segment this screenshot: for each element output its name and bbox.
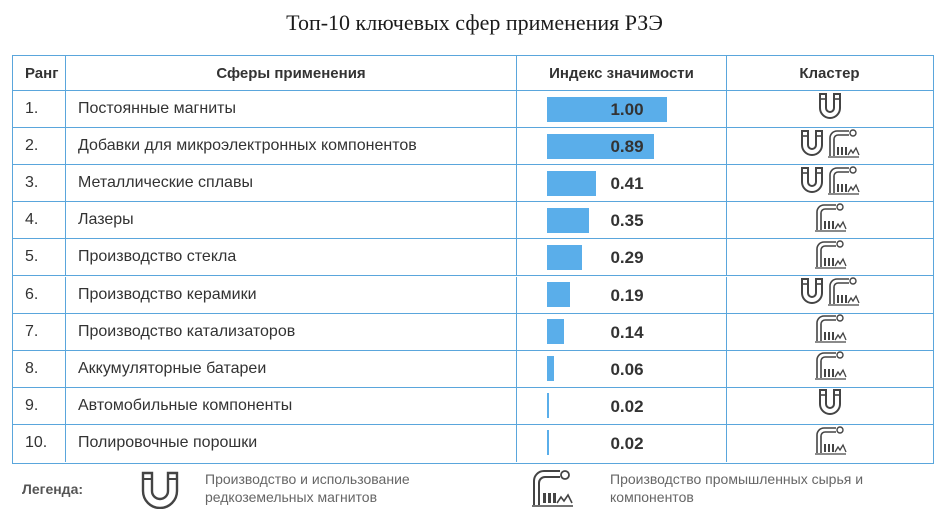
sphere-cell: Производство катализаторов <box>66 313 517 350</box>
rank-cell: 7. <box>13 313 66 350</box>
sphere-cell: Полировочные порошки <box>66 424 517 462</box>
magnet-icon <box>799 166 825 201</box>
index-value-label: 0.89 <box>610 137 644 157</box>
magnet-icon <box>817 92 843 127</box>
rank-cell: 6. <box>13 276 66 313</box>
chart-title: Топ-10 ключевых сфер применения РЗЭ <box>286 10 663 35</box>
table-row: 2. Добавки для микроэлектронных компонент… <box>13 128 933 166</box>
header-rank: Ранг <box>13 56 66 90</box>
legend-label: Легенда: <box>22 481 84 497</box>
header-sphere: Сферы применения <box>66 56 517 90</box>
legend-magnet-text: Производство и использование редкоземель… <box>205 471 410 505</box>
table-row: 9. Автомобильные компоненты 0.02 <box>13 387 933 425</box>
sphere-cell: Постоянные магниты <box>66 91 517 128</box>
factory-icon <box>813 240 847 275</box>
table-row: 6. Производство керамики 0.19 <box>13 276 933 314</box>
table-row: 4. Лазеры 0.35 <box>13 202 933 240</box>
rank-cell: 3. <box>13 165 66 202</box>
rank-cell: 4. <box>13 202 66 239</box>
index-bar <box>547 207 589 233</box>
rank-cell: 9. <box>13 387 66 424</box>
cluster-cell <box>727 128 932 164</box>
cluster-cell <box>727 165 932 201</box>
sphere-cell: Производство стекла <box>66 239 517 276</box>
rank-cell: 8. <box>13 350 66 387</box>
factory-icon <box>826 166 860 201</box>
index-value-label: 0.35 <box>610 211 644 231</box>
table-row: 5. Производство стекла 0.29 <box>13 239 933 277</box>
magnet-icon <box>817 388 843 423</box>
index-bar <box>547 282 570 308</box>
table-row: 3. Металлические сплавы 0.41 <box>13 165 933 203</box>
index-cell: 0.41 <box>517 165 727 202</box>
sphere-cell: Добавки для микроэлектронных компонентов <box>66 128 517 165</box>
index-bar <box>547 170 597 196</box>
factory-icon <box>826 128 860 164</box>
index-cell: 0.02 <box>517 387 727 424</box>
index-cell: 0.19 <box>517 276 727 313</box>
cluster-cell <box>727 239 932 275</box>
cluster-cell <box>727 388 932 424</box>
ranking-table: Ранг Сферы применения Индекс значимости … <box>12 55 934 464</box>
index-value-label: 0.14 <box>610 322 644 342</box>
table-row: 7. Производство катализаторов 0.14 <box>13 313 933 351</box>
index-cell: 0.06 <box>517 350 727 387</box>
index-cell: 0.14 <box>517 313 727 350</box>
index-cell: 0.35 <box>517 202 727 239</box>
magnet-icon <box>799 129 825 164</box>
index-bar <box>547 319 564 345</box>
index-value-label: 0.19 <box>610 285 644 305</box>
factory-icon <box>813 314 847 349</box>
index-bar <box>547 133 654 159</box>
index-cell: 0.29 <box>517 239 727 276</box>
rank-cell: 5. <box>13 239 66 276</box>
index-bar <box>547 96 667 122</box>
factory-icon <box>826 277 860 312</box>
legend-factory-icon <box>528 469 574 514</box>
cluster-cell <box>727 314 932 350</box>
cluster-cell <box>727 351 932 387</box>
index-bar <box>547 393 550 419</box>
sphere-cell: Лазеры <box>66 202 517 239</box>
legend-magnet-icon <box>137 469 183 514</box>
legend-factory-text: Производство промышленных сырья и компон… <box>610 471 864 505</box>
factory-icon <box>813 351 847 386</box>
legend: Легенда: Производство и использование ре… <box>0 464 949 518</box>
sphere-cell: Производство керамики <box>66 276 517 313</box>
sphere-cell: Автомобильные компоненты <box>66 387 517 424</box>
rank-cell: 1. <box>13 91 66 128</box>
index-value-label: 1.00 <box>610 100 644 119</box>
index-bar <box>547 356 555 382</box>
header-index: Индекс значимости <box>517 56 727 90</box>
sphere-cell: Металлические сплавы <box>66 165 517 202</box>
cluster-cell <box>727 91 932 127</box>
factory-icon <box>813 203 847 238</box>
table-row: 1. Постоянные магниты 1.00 <box>13 91 933 129</box>
rank-cell: 10. <box>13 424 66 462</box>
table-row: 10. Полировочные порошки 0.02 <box>13 424 933 462</box>
magnet-icon <box>799 277 825 312</box>
rank-cell: 2. <box>13 128 66 165</box>
index-cell: 0.89 <box>517 128 727 165</box>
cluster-cell <box>727 425 932 462</box>
index-cell: 0.02 <box>517 424 727 462</box>
index-value-label: 0.06 <box>610 359 644 379</box>
header-cluster: Кластер <box>799 64 860 82</box>
sphere-cell: Аккумуляторные батареи <box>66 350 517 387</box>
index-value-label: 0.02 <box>610 433 644 453</box>
cluster-cell <box>727 202 932 238</box>
table-header-row: Ранг Сферы применения Индекс значимости … <box>13 56 933 91</box>
index-value-label: 0.41 <box>610 174 644 194</box>
index-value-label: 0.29 <box>610 248 644 268</box>
index-bar <box>547 430 550 456</box>
index-cell: 1.00 <box>517 91 727 128</box>
table-row: 8. Аккумуляторные батареи 0.06 <box>13 350 933 388</box>
factory-icon <box>813 426 847 461</box>
index-bar <box>547 244 582 270</box>
index-value-label: 0.02 <box>610 396 644 416</box>
cluster-cell <box>727 277 932 313</box>
